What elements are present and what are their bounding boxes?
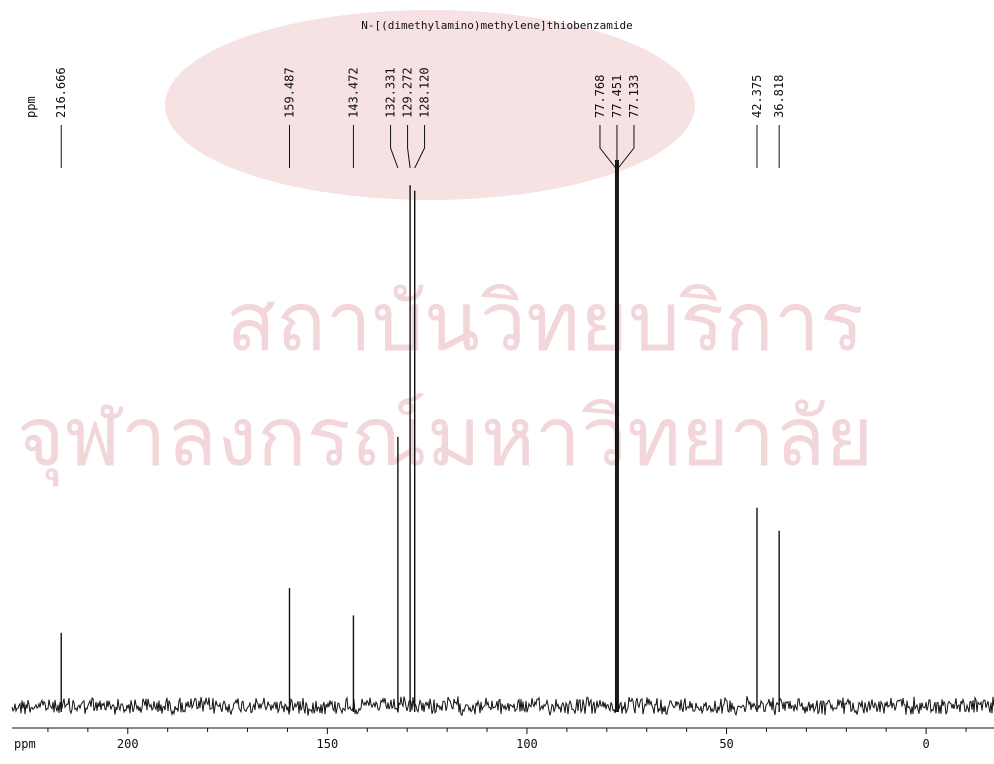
peak-label-143.472: 143.472 xyxy=(346,67,360,118)
peak-leader-128.120 xyxy=(414,125,426,169)
peak-leader-77.768 xyxy=(599,125,617,169)
peak-label-128.120: 128.120 xyxy=(418,67,432,118)
x-tick-label-150: 150 xyxy=(317,737,339,751)
peak-label-36.818: 36.818 xyxy=(772,75,786,118)
peak-leader-132.331 xyxy=(390,125,399,169)
peak-labels: 216.666 159.487 143.472 132.331 129.272 128.1… xyxy=(54,67,786,169)
peak-label-77.451: 77.451 xyxy=(610,75,624,118)
watermark-seal xyxy=(165,10,695,200)
peak-leader-129.272 xyxy=(407,125,411,169)
peak-label-77.133: 77.133 xyxy=(627,75,641,118)
chart-title: N-[(dimethylamino)methylene]thiobenzamid… xyxy=(361,19,633,32)
watermark-line-1: สถาบันวิทยบริการ xyxy=(226,275,864,370)
peak-label-159.487: 159.487 xyxy=(282,67,296,118)
peak-label-42.375: 42.375 xyxy=(750,75,764,118)
x-axis-unit-label: ppm xyxy=(14,737,36,751)
watermark: สถาบันวิทยบริการ จุฬาลงกรณ์มหาวิทยาลัย xyxy=(17,10,874,487)
x-tick-label-50: 50 xyxy=(719,737,733,751)
x-tick-label-200: 200 xyxy=(117,737,139,751)
peak-label-77.768: 77.768 xyxy=(593,75,607,118)
watermark-line-2: จุฬาลงกรณ์มหาวิทยาลัย xyxy=(17,390,874,487)
x-tick-label-100: 100 xyxy=(516,737,538,751)
peak-label-132.331: 132.331 xyxy=(384,67,398,118)
baseline-noise xyxy=(11,695,994,717)
peak-series xyxy=(60,160,780,712)
x-tick-label-0: 0 xyxy=(923,737,930,751)
baseline-trace xyxy=(11,695,994,717)
top-unit-label: ppm xyxy=(24,96,38,118)
x-axis: ppm 200 150 100 50 0 xyxy=(12,727,994,751)
peak-label-216.666: 216.666 xyxy=(54,67,68,118)
peak-leader-77.133 xyxy=(617,125,635,169)
peak-label-129.272: 129.272 xyxy=(401,67,415,118)
